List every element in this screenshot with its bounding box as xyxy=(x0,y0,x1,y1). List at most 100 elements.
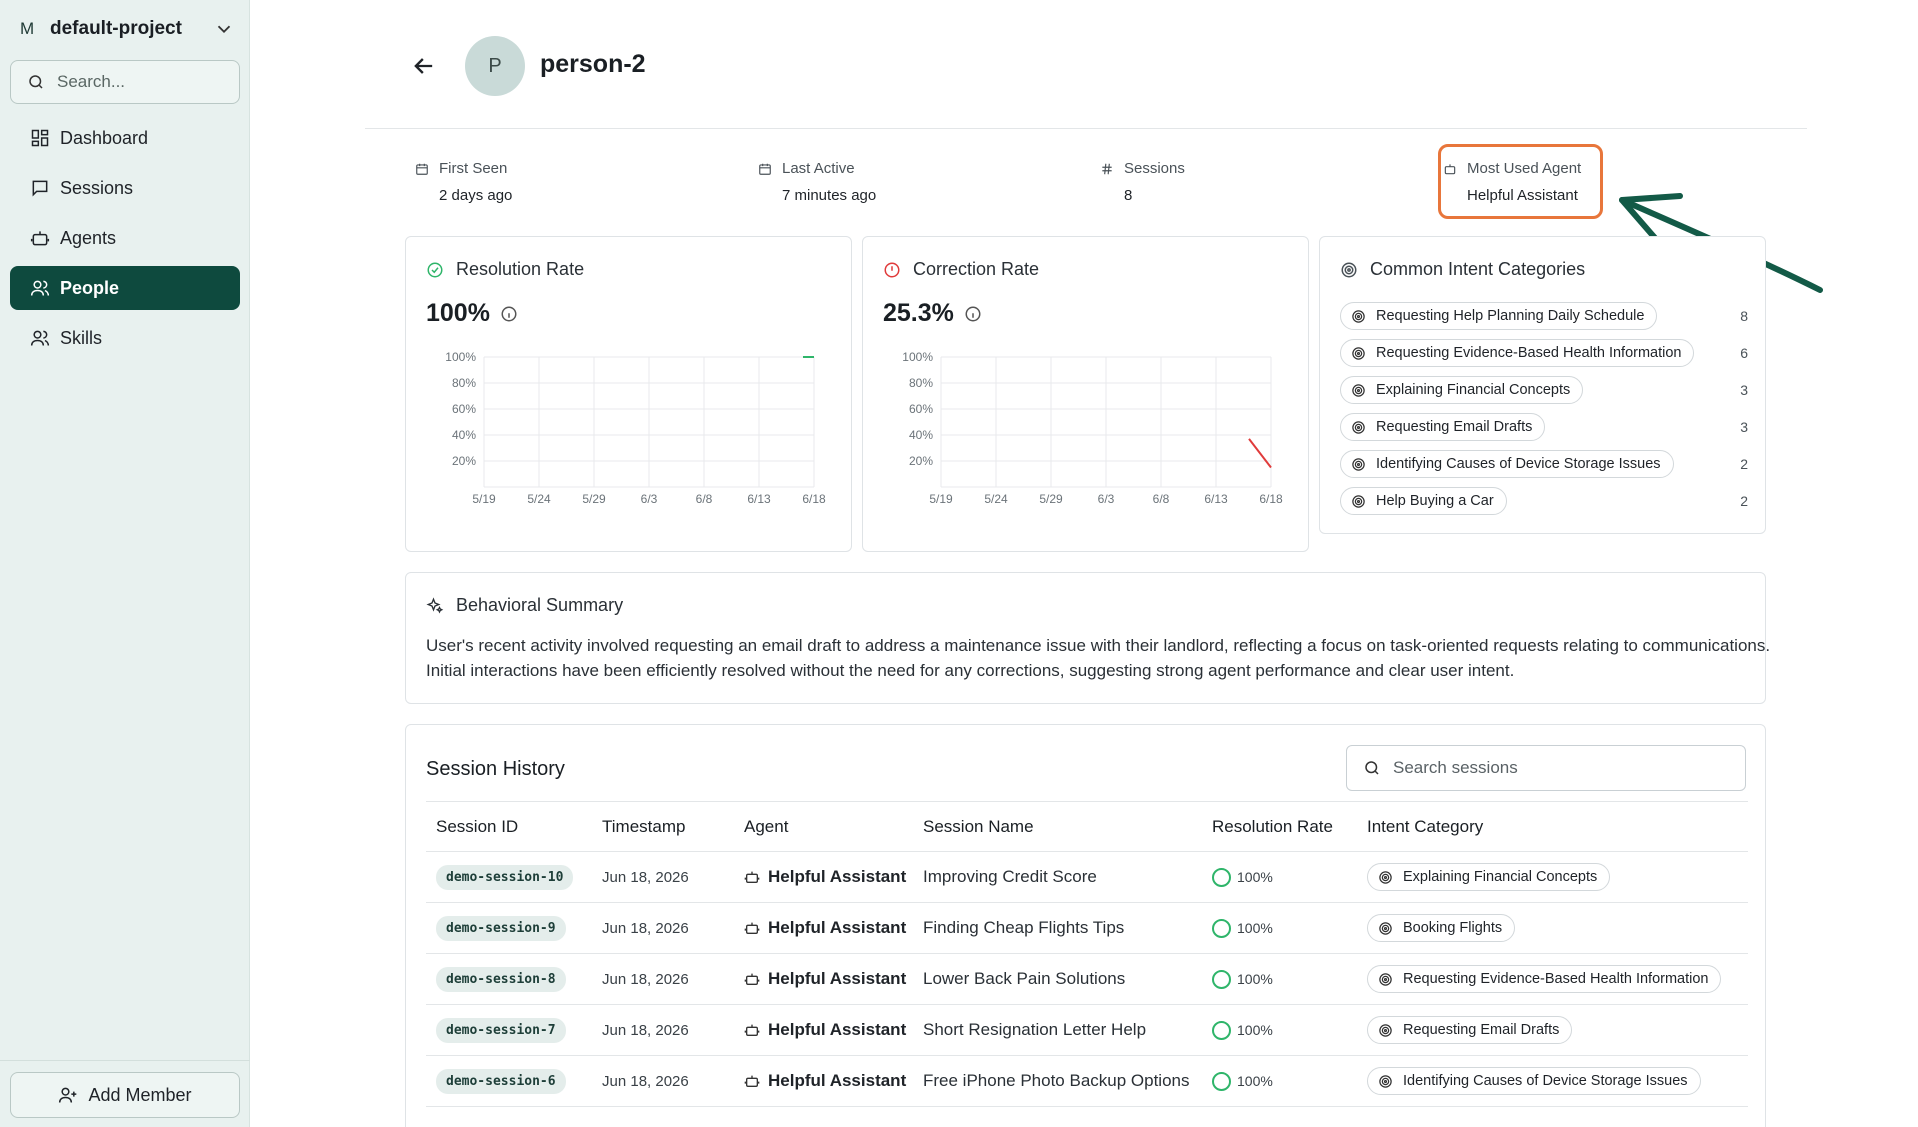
bot-icon xyxy=(744,871,760,883)
resolution-rate: 100% xyxy=(1237,971,1273,987)
resolution-rate: 100% xyxy=(1237,1022,1273,1038)
table-row[interactable]: demo-session-6 Jun 18, 2026 Helpful Assist… xyxy=(426,1055,1748,1107)
session-id-badge[interactable]: demo-session-7 xyxy=(436,1017,566,1043)
table-row[interactable]: demo-session-9 Jun 18, 2026 Helpful Assist… xyxy=(426,902,1748,954)
sidebar-divider xyxy=(0,1060,250,1061)
intent-pill[interactable]: Requesting Help Planning Daily Schedule xyxy=(1340,302,1658,330)
intent-count: 2 xyxy=(1740,493,1748,509)
intent-pill[interactable]: Requesting Evidence-Based Health Informa… xyxy=(1340,339,1695,367)
meta-label: Sessions xyxy=(1124,160,1185,177)
cell-session-name: Short Resignation Letter Help xyxy=(913,1004,1202,1056)
x-tick-label: 6/8 xyxy=(696,492,713,506)
column-header[interactable]: Session ID xyxy=(426,801,592,852)
resolution-circle-icon xyxy=(1212,918,1231,938)
intent-row: Requesting Evidence-Based Health Informa… xyxy=(1340,338,1750,368)
add-user-icon xyxy=(59,1087,77,1103)
cell-resolution: 100% xyxy=(1202,953,1357,1005)
intent-pill[interactable]: Identifying Causes of Device Storage Iss… xyxy=(1340,450,1674,478)
cell-timestamp: Jun 18, 2026 xyxy=(592,1055,734,1107)
cell-agent: Helpful Assistant xyxy=(734,953,913,1005)
page-title: person-2 xyxy=(540,50,646,78)
resolution-circle-icon xyxy=(1212,1020,1231,1040)
intent-pill[interactable]: Booking Flights xyxy=(1367,914,1516,942)
intent-pill[interactable]: Help Buying a Car xyxy=(1340,487,1507,515)
y-tick-label: 80% xyxy=(909,376,933,390)
intent-pill[interactable]: Identifying Causes of Device Storage Iss… xyxy=(1367,1067,1701,1095)
sidebar-item-people[interactable]: People xyxy=(10,266,240,310)
session-id-badge[interactable]: demo-session-10 xyxy=(436,864,574,890)
session-id-badge[interactable]: demo-session-8 xyxy=(436,966,566,992)
y-tick-label: 40% xyxy=(909,428,933,442)
column-header[interactable]: Agent xyxy=(734,801,913,852)
sidebar-item-agents[interactable]: Agents xyxy=(10,216,240,260)
people-icon xyxy=(30,280,50,296)
target-icon xyxy=(1352,346,1365,360)
resolution-circle-icon xyxy=(1212,1071,1231,1091)
intent-pill[interactable]: Explaining Financial Concepts xyxy=(1340,376,1584,404)
series-line xyxy=(1248,438,1272,469)
cell-agent: Helpful Assistant xyxy=(734,902,913,954)
meta-last-active: Last Active 7 minutes ago xyxy=(758,160,876,204)
target-icon xyxy=(1379,870,1392,884)
table-row[interactable]: demo-session-10 Jun 18, 2026 Helpful Assis… xyxy=(426,851,1748,903)
chat-icon xyxy=(32,180,48,197)
intent-pill[interactable]: Requesting Evidence-Based Health Informa… xyxy=(1367,965,1722,993)
x-tick-label: 5/24 xyxy=(984,492,1008,506)
y-tick-label: 40% xyxy=(452,428,476,442)
column-header[interactable]: Timestamp xyxy=(592,801,734,852)
column-header[interactable]: Intent Category xyxy=(1357,801,1748,852)
calendar-icon xyxy=(416,163,428,175)
intent-pill[interactable]: Requesting Email Drafts xyxy=(1367,1016,1573,1044)
x-tick-label: 6/13 xyxy=(1204,492,1228,506)
cell-agent: Helpful Assistant xyxy=(734,1004,913,1056)
cell-session-name: Improving Credit Score xyxy=(913,851,1202,903)
column-header[interactable]: Resolution Rate xyxy=(1202,801,1357,852)
intent-row: Help Buying a Car 2 xyxy=(1340,486,1750,516)
target-icon xyxy=(1379,1023,1392,1037)
bot-icon xyxy=(744,922,760,934)
back-arrow-icon[interactable] xyxy=(410,52,438,80)
session-search[interactable] xyxy=(1346,745,1746,791)
card-title: Common Intent Categories xyxy=(1370,259,1586,279)
cell-timestamp: Jun 18, 2026 xyxy=(592,851,734,903)
x-tick-label: 5/24 xyxy=(527,492,551,506)
cell-session-id: demo-session-9 xyxy=(426,902,592,954)
bot-icon xyxy=(744,1024,760,1036)
session-history-card: Session History Session ID Timestamp Age… xyxy=(405,724,1766,1127)
add-member-button[interactable]: Add Member xyxy=(10,1072,240,1118)
sidebar-item-sessions[interactable]: Sessions xyxy=(10,166,240,210)
resolution-value: 100% xyxy=(426,299,490,327)
correction-value: 25.3% xyxy=(883,299,954,327)
meta-sessions: Sessions 8 xyxy=(1100,160,1185,204)
correction-rate-card: Correction Rate 25.3% 5/19 5/24 5/29 6/3 6/8… xyxy=(862,236,1309,552)
sidebar-item-label: Sessions xyxy=(60,177,134,198)
cell-intent: Requesting Email Drafts xyxy=(1357,1004,1748,1056)
sidebar-item-label: People xyxy=(60,277,120,298)
table-row[interactable]: demo-session-7 Jun 18, 2026 Helpful Assist… xyxy=(426,1004,1748,1056)
sidebar-item-skills[interactable]: Skills xyxy=(10,316,240,360)
info-icon[interactable] xyxy=(964,305,982,323)
intent-pill[interactable]: Explaining Financial Concepts xyxy=(1367,863,1611,891)
target-icon xyxy=(1379,972,1392,986)
cell-session-id: demo-session-7 xyxy=(426,1004,592,1056)
sidebar-search[interactable] xyxy=(10,60,240,104)
highlight-box xyxy=(1438,144,1603,219)
meta-value: 8 xyxy=(1124,187,1133,204)
cell-session-name: Finding Cheap Flights Tips xyxy=(913,902,1202,954)
intent-label: Explaining Financial Concepts xyxy=(1403,869,1598,885)
info-icon[interactable] xyxy=(500,305,518,323)
target-icon xyxy=(1379,1074,1392,1088)
intent-label: Requesting Email Drafts xyxy=(1403,1022,1560,1038)
sidebar-search-input[interactable] xyxy=(57,72,227,92)
sidebar-item-label: Dashboard xyxy=(60,127,149,148)
session-search-input[interactable] xyxy=(1393,758,1733,778)
resolution-circle-icon xyxy=(1212,969,1231,989)
project-switcher[interactable]: M default-project xyxy=(20,14,235,44)
cell-resolution: 100% xyxy=(1202,902,1357,954)
intent-pill[interactable]: Requesting Email Drafts xyxy=(1340,413,1546,441)
table-row[interactable]: demo-session-8 Jun 18, 2026 Helpful Assist… xyxy=(426,953,1748,1005)
column-header[interactable]: Session Name xyxy=(913,801,1202,852)
session-id-badge[interactable]: demo-session-6 xyxy=(436,1068,566,1094)
session-id-badge[interactable]: demo-session-9 xyxy=(436,915,566,941)
sidebar-item-dashboard[interactable]: Dashboard xyxy=(10,116,240,160)
